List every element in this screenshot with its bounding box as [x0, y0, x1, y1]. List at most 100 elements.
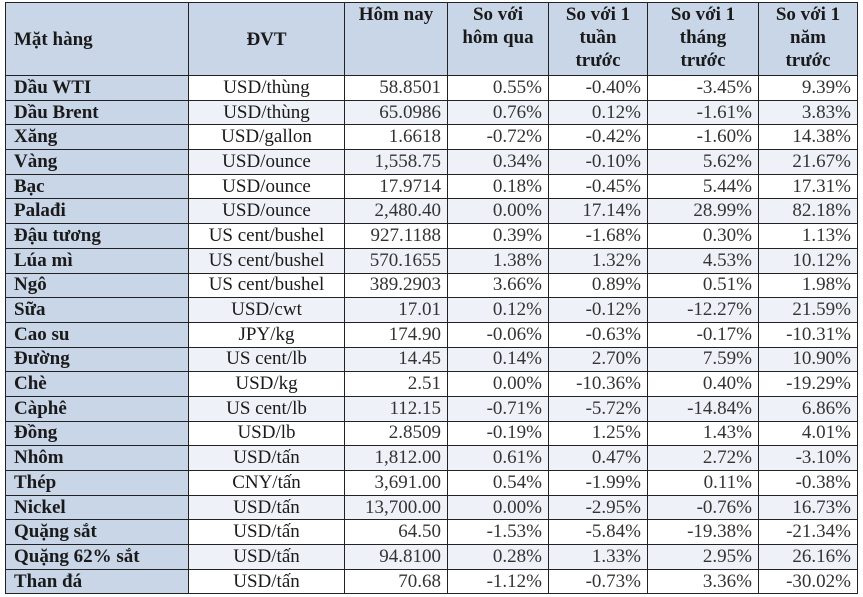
price-today: 64.50 [344, 519, 448, 546]
unit-cell: USD/lb [188, 420, 345, 447]
change-vs-yesterday: -0.71% [447, 395, 549, 422]
change-vs-month: -0.17% [647, 321, 759, 348]
table-row: Quặng 62% sắt USD/tấn 94.8100 0.28% 1.33% 2.9… [5, 544, 858, 570]
header-vs-year: So với 1 năm trước [758, 2, 858, 76]
header-commodity: Mặt hàng [5, 2, 189, 76]
change-vs-week: -5.72% [548, 395, 648, 422]
price-today: 1.6618 [344, 124, 448, 151]
header-unit: ĐVT [188, 2, 345, 76]
price-today: 2.8509 [344, 420, 448, 447]
commodity-name: Đường [5, 346, 189, 373]
change-vs-yesterday: 0.00% [447, 371, 549, 397]
table-row: Than đá USD/tấn 70.68 -1.12% -0.73% 3.36% -30.… [5, 568, 858, 595]
commodity-name: Xăng [5, 124, 189, 151]
commodity-name: Quặng 62% sắt [5, 544, 189, 570]
table-row: Dầu WTI USD/thùng 58.8501 0.55% -0.40% -3.45%… [5, 75, 858, 101]
change-vs-month: 5.44% [647, 173, 759, 200]
commodity-name: Than đá [5, 568, 189, 595]
price-today: 17.9714 [344, 173, 448, 200]
header-text-line: năm [790, 27, 826, 48]
table-row: Vàng USD/ounce 1,558.75 0.34% -0.10% 5.62% 21.… [5, 149, 858, 175]
change-vs-month: 2.72% [647, 445, 759, 471]
change-vs-yesterday: 0.54% [447, 470, 549, 496]
change-vs-week: -0.12% [548, 297, 648, 323]
change-vs-year: -19.29% [758, 371, 858, 397]
price-today: 174.90 [344, 321, 448, 348]
price-today: 927.1188 [344, 223, 448, 249]
change-vs-yesterday: -1.53% [447, 519, 549, 546]
unit-cell: US cent/bushel [188, 223, 345, 249]
header-text-line: Mặt hàng [14, 28, 93, 50]
price-today: 94.8100 [344, 544, 448, 570]
price-today: 3,691.00 [344, 470, 448, 496]
price-today: 70.68 [344, 568, 448, 595]
change-vs-month: 0.40% [647, 371, 759, 397]
change-vs-month: -12.27% [647, 297, 759, 323]
change-vs-year: 82.18% [758, 198, 858, 225]
header-text-line: trước [680, 50, 726, 71]
change-vs-year: 1.13% [758, 223, 858, 249]
change-vs-year: 16.73% [758, 494, 858, 521]
commodity-name: Dầu WTI [5, 75, 189, 101]
header-text-line: So với 1 [670, 4, 736, 25]
change-vs-year: 1.98% [758, 272, 858, 299]
change-vs-week: -10.36% [548, 371, 648, 397]
change-vs-year: 14.38% [758, 124, 858, 151]
table-row: Đồng USD/lb 2.8509 -0.19% 1.25% 1.43% 4.01% [5, 420, 858, 447]
change-vs-week: 0.47% [548, 445, 648, 471]
commodity-name: Lúa mì [5, 247, 189, 274]
table-row: Nhôm USD/tấn 1,812.00 0.61% 0.47% 2.72% -3.10% [5, 445, 858, 471]
change-vs-yesterday: 0.76% [447, 99, 549, 126]
table-row: Dầu Brent USD/thùng 65.0986 0.76% 0.12% -1.61… [5, 99, 858, 126]
change-vs-year: 6.86% [758, 395, 858, 422]
commodity-name: Sữa [5, 297, 189, 323]
unit-cell: JPY/kg [188, 321, 345, 348]
change-vs-yesterday: 0.28% [447, 544, 549, 570]
change-vs-year: 9.39% [758, 75, 858, 101]
price-today: 17.01 [344, 297, 448, 323]
change-vs-month: -0.76% [647, 494, 759, 521]
price-today: 2,480.40 [344, 198, 448, 225]
commodity-name: Dầu Brent [5, 99, 189, 126]
unit-cell: USD/ounce [188, 173, 345, 200]
change-vs-week: 17.14% [548, 198, 648, 225]
price-today: 14.45 [344, 346, 448, 373]
commodity-name: Bạc [5, 173, 189, 200]
change-vs-month: 2.95% [647, 544, 759, 570]
change-vs-month: 1.43% [647, 420, 759, 447]
change-vs-week: 1.33% [548, 544, 648, 570]
table-row: Thép CNY/tấn 3,691.00 0.54% -1.99% 0.11% -0.38… [5, 470, 858, 496]
table-row: Palađi USD/ounce 2,480.40 0.00% 17.14% 28.99%… [5, 198, 858, 225]
commodity-price-table: Mặt hàng ĐVT Hôm nay So với hôm qua So vớ… [5, 2, 858, 595]
unit-cell: USD/tấn [188, 544, 345, 570]
header-text-line: tuần [579, 27, 617, 48]
change-vs-month: 0.30% [647, 223, 759, 249]
header-today: Hôm nay [344, 2, 448, 76]
header-text-line: trước [575, 50, 621, 71]
table-row: Chè USD/kg 2.51 0.00% -10.36% 0.40% -19.29% [5, 371, 858, 397]
change-vs-month: 0.51% [647, 272, 759, 299]
change-vs-month: 4.53% [647, 247, 759, 274]
unit-cell: USD/tấn [188, 445, 345, 471]
commodity-name: Nhôm [5, 445, 189, 471]
unit-cell: USD/tấn [188, 494, 345, 521]
change-vs-yesterday: 0.55% [447, 75, 549, 101]
change-vs-yesterday: 0.14% [447, 346, 549, 373]
table-row: Lúa mì US cent/bushel 570.1655 1.38% 1.32% 4.… [5, 247, 858, 274]
change-vs-month: -19.38% [647, 519, 759, 546]
table-row: Bạc USD/ounce 17.9714 0.18% -0.45% 5.44% 17.31… [5, 173, 858, 200]
commodity-name: Càphê [5, 395, 189, 422]
price-today: 13,700.00 [344, 494, 448, 521]
change-vs-year: 21.67% [758, 149, 858, 175]
change-vs-week: -1.68% [548, 223, 648, 249]
change-vs-yesterday: -0.72% [447, 124, 549, 151]
change-vs-year: -10.31% [758, 321, 858, 348]
unit-cell: US cent/bushel [188, 247, 345, 274]
commodity-name: Quặng sắt [5, 519, 189, 546]
change-vs-yesterday: -1.12% [447, 568, 549, 595]
unit-cell: US cent/bushel [188, 272, 345, 299]
price-today: 112.15 [344, 395, 448, 422]
change-vs-yesterday: 0.12% [447, 297, 549, 323]
header-vs-yesterday: So với hôm qua [447, 2, 549, 76]
table-row: Sữa USD/cwt 17.01 0.12% -0.12% -12.27% 21.59% [5, 297, 858, 323]
